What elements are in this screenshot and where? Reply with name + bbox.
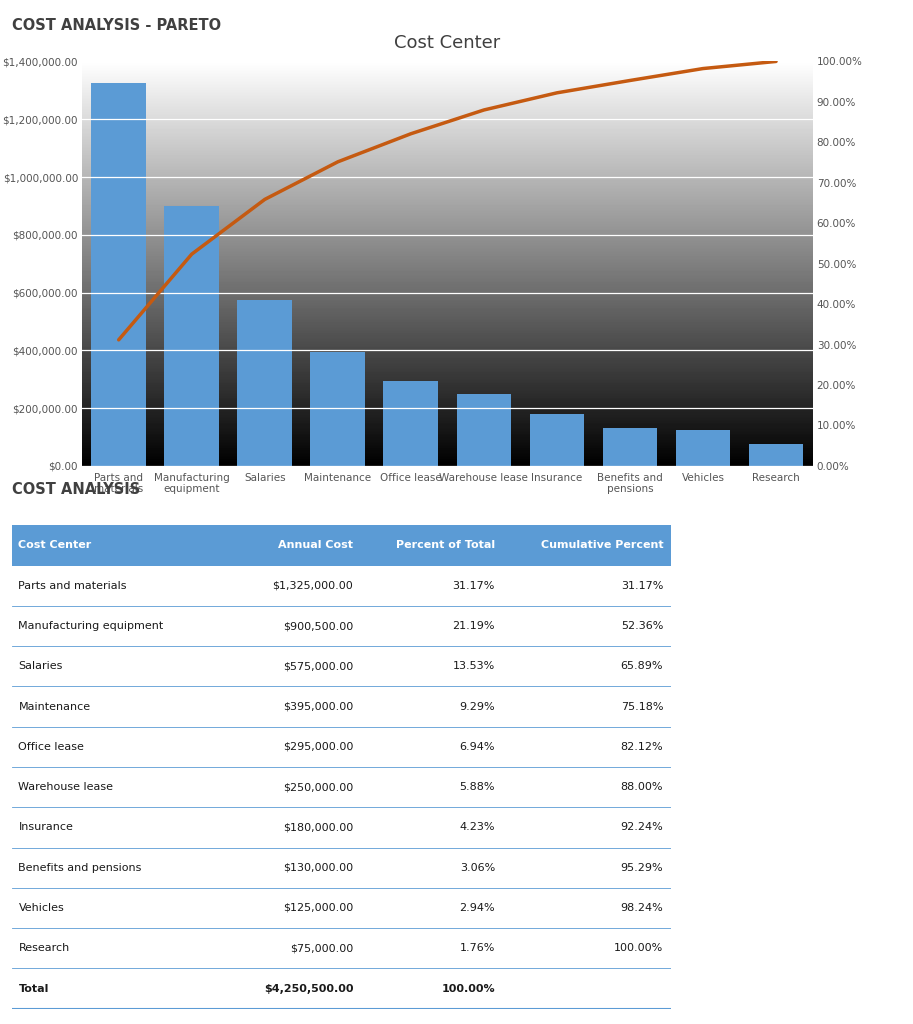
Text: 98.24%: 98.24%	[621, 903, 663, 913]
Bar	[12, 565, 671, 606]
Text: COST ANALYSIS - PARETO: COST ANALYSIS - PARETO	[12, 17, 221, 33]
Text: $130,000.00: $130,000.00	[283, 862, 353, 872]
Text: 3.06%: 3.06%	[460, 862, 495, 872]
Text: 65.89%: 65.89%	[621, 662, 663, 672]
Bar	[383, 381, 438, 466]
Text: $900,500.00: $900,500.00	[283, 621, 353, 631]
Text: Cumulative Percent: Cumulative Percent	[540, 541, 663, 551]
Text: $1,325,000.00: $1,325,000.00	[273, 581, 353, 591]
Text: Benefits and pensions: Benefits and pensions	[18, 862, 142, 872]
Text: $4,250,500.00: $4,250,500.00	[264, 983, 353, 993]
Bar	[12, 969, 671, 1009]
Bar	[12, 525, 219, 565]
Text: 6.94%: 6.94%	[459, 741, 495, 752]
Bar	[91, 83, 146, 466]
Text: 88.00%: 88.00%	[621, 782, 663, 793]
Text: 31.17%: 31.17%	[621, 581, 663, 591]
Text: $125,000.00: $125,000.00	[283, 903, 353, 913]
Bar	[237, 300, 292, 466]
Text: Insurance: Insurance	[18, 822, 73, 833]
Text: Maintenance: Maintenance	[18, 701, 90, 712]
Title: Cost Center: Cost Center	[394, 34, 500, 51]
Text: COST ANALYSIS: COST ANALYSIS	[12, 482, 140, 497]
Text: 13.53%: 13.53%	[453, 662, 495, 672]
Text: 5.88%: 5.88%	[459, 782, 495, 793]
Bar	[12, 767, 671, 807]
Text: Research: Research	[18, 943, 69, 953]
Text: 1.76%: 1.76%	[459, 943, 495, 953]
Text: 95.29%: 95.29%	[621, 862, 663, 872]
Text: 100.00%: 100.00%	[614, 943, 663, 953]
Text: Parts and materials: Parts and materials	[18, 581, 127, 591]
Text: $575,000.00: $575,000.00	[283, 662, 353, 672]
Bar	[219, 525, 362, 565]
Text: 52.36%: 52.36%	[621, 621, 663, 631]
Text: Office lease: Office lease	[18, 741, 84, 752]
Bar	[12, 807, 671, 848]
Text: 82.12%: 82.12%	[621, 741, 663, 752]
Text: $395,000.00: $395,000.00	[283, 701, 353, 712]
Bar	[310, 352, 365, 466]
Text: 92.24%: 92.24%	[621, 822, 663, 833]
Bar	[12, 606, 671, 646]
Bar	[456, 393, 511, 466]
Bar	[530, 414, 584, 466]
Text: Manufacturing equipment: Manufacturing equipment	[18, 621, 163, 631]
Text: 2.94%: 2.94%	[459, 903, 495, 913]
Text: $295,000.00: $295,000.00	[283, 741, 353, 752]
Bar	[12, 928, 671, 969]
Bar	[12, 848, 671, 888]
Text: Percent of Total: Percent of Total	[396, 541, 495, 551]
Text: 21.19%: 21.19%	[453, 621, 495, 631]
Bar	[12, 727, 671, 767]
Text: Cost Center: Cost Center	[18, 541, 91, 551]
Text: 31.17%: 31.17%	[453, 581, 495, 591]
Bar	[676, 430, 730, 466]
Bar	[164, 206, 219, 466]
Bar	[749, 444, 803, 466]
Bar	[12, 888, 671, 928]
Text: 75.18%: 75.18%	[621, 701, 663, 712]
Bar	[12, 646, 671, 686]
Text: 4.23%: 4.23%	[459, 822, 495, 833]
Text: $75,000.00: $75,000.00	[290, 943, 353, 953]
Bar	[603, 428, 657, 466]
Text: $250,000.00: $250,000.00	[283, 782, 353, 793]
Text: Warehouse lease: Warehouse lease	[18, 782, 113, 793]
Text: Vehicles: Vehicles	[18, 903, 64, 913]
Text: Total: Total	[18, 983, 48, 993]
Bar	[12, 686, 671, 727]
Text: Annual Cost: Annual Cost	[278, 541, 353, 551]
Text: Salaries: Salaries	[18, 662, 63, 672]
Bar	[503, 525, 671, 565]
Text: 100.00%: 100.00%	[441, 983, 495, 993]
Text: $180,000.00: $180,000.00	[283, 822, 353, 833]
Text: 9.29%: 9.29%	[459, 701, 495, 712]
Bar	[362, 525, 503, 565]
